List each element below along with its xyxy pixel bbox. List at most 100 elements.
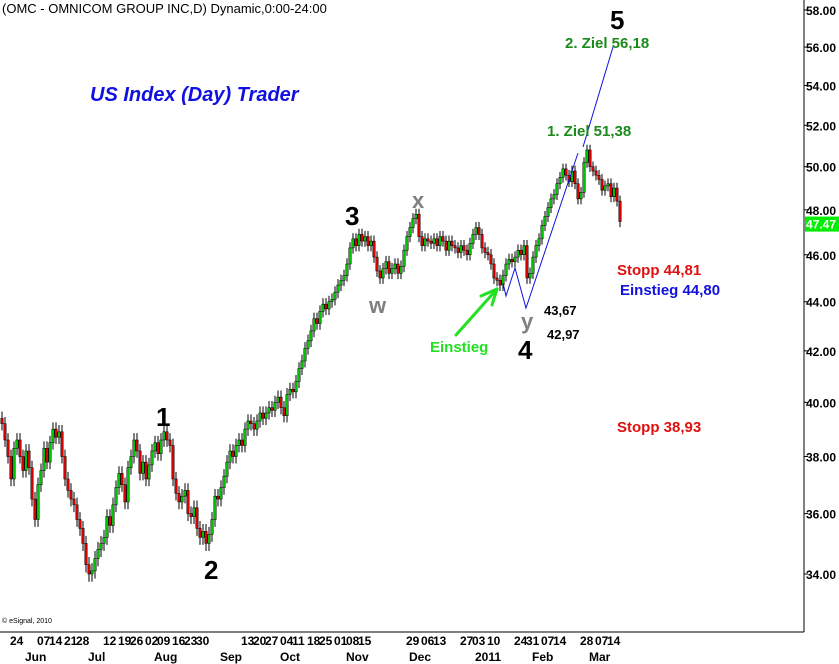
x-day-label: 04 (280, 634, 294, 648)
candle-body (453, 245, 457, 249)
candle (171, 438, 175, 487)
candle-body (6, 439, 10, 457)
candle-body (363, 236, 367, 242)
candle-body (213, 495, 217, 520)
candle-body (27, 450, 31, 468)
chart-title: (OMC - OMNICOM GROUP INC,D) Dynamic,0:00… (2, 1, 327, 16)
candle (492, 258, 496, 284)
candle-body (252, 423, 256, 430)
candle (297, 362, 301, 388)
candle (0, 411, 4, 431)
candle-body (522, 245, 526, 256)
y-tick-label: 58.00 (806, 4, 836, 18)
candle (609, 178, 613, 203)
candle (426, 233, 430, 247)
candle (303, 342, 307, 368)
candle (429, 235, 433, 250)
candle-body (114, 487, 118, 506)
candle (168, 433, 172, 453)
candle-body (465, 249, 469, 256)
candle (387, 255, 391, 280)
candle-body (21, 456, 25, 471)
candle-body (546, 207, 550, 217)
candle (315, 312, 319, 330)
x-day-label: 07 (595, 634, 609, 648)
candle-body (42, 447, 46, 471)
candle-body (99, 543, 103, 550)
candle (615, 182, 619, 207)
x-month-label: Jun (25, 650, 46, 664)
candle (336, 279, 340, 299)
candle (459, 239, 463, 259)
candle (90, 563, 94, 582)
candle (234, 438, 238, 464)
candle (54, 422, 58, 445)
candle-body (198, 528, 202, 538)
candle-body (444, 240, 448, 251)
candle-body (354, 238, 358, 246)
candle (456, 242, 460, 259)
candle-body (132, 439, 136, 457)
y-tick-label: 36.00 (806, 508, 836, 522)
candle-body (450, 240, 454, 246)
candle-body (345, 263, 349, 276)
candle (24, 444, 28, 478)
x-day-label: 31 (526, 634, 540, 648)
y-tick-label: 44.00 (806, 296, 836, 310)
x-day-label: 28 (580, 634, 594, 648)
candle (597, 169, 601, 185)
candle-body (531, 256, 535, 274)
candle (519, 244, 523, 261)
candle (183, 483, 187, 504)
candle (117, 466, 121, 495)
candle (471, 228, 475, 250)
candle (351, 233, 355, 254)
candle (333, 286, 337, 306)
candle-body (543, 216, 547, 226)
x-month-label: Nov (346, 650, 369, 664)
x-month-label: Mar (589, 650, 611, 664)
candle (36, 477, 40, 527)
candle (66, 471, 70, 498)
x-day-label: 13 (433, 634, 447, 648)
candle-body (396, 263, 400, 274)
candle-body (603, 185, 607, 191)
candle-body (474, 227, 478, 235)
candle-body (291, 389, 295, 393)
candle-body (231, 450, 235, 457)
candle-body (90, 570, 94, 575)
candle-body (552, 194, 556, 200)
candle (309, 324, 313, 348)
candle (531, 251, 535, 280)
y-tick-label: 46.00 (806, 249, 836, 263)
candle (105, 509, 109, 545)
candle (240, 433, 244, 453)
candle (12, 441, 16, 487)
candle-body (330, 299, 334, 302)
x-month-label: 2011 (475, 650, 501, 664)
target-1-label: 1. Ziel 51,38 (547, 123, 632, 140)
candle (363, 230, 367, 247)
candle-body (153, 442, 157, 452)
candle-body (285, 394, 289, 416)
candle (84, 535, 88, 573)
candle-body (261, 412, 265, 419)
candle-body (411, 218, 415, 228)
candle (204, 523, 208, 551)
candle (342, 269, 346, 287)
candle-body (180, 495, 184, 503)
candle (33, 491, 37, 527)
candle (69, 483, 73, 507)
candle (444, 235, 448, 256)
candle-body (87, 564, 91, 575)
candle (276, 390, 280, 409)
candle-body (228, 450, 232, 463)
candle-body (486, 252, 490, 256)
candle (249, 414, 253, 431)
candle-body (30, 467, 34, 500)
x-day-label: 24 (10, 634, 24, 648)
candle (594, 165, 598, 181)
y-tick-label: 38.00 (806, 451, 836, 465)
candle-body (390, 268, 394, 274)
candle-body (612, 187, 616, 197)
